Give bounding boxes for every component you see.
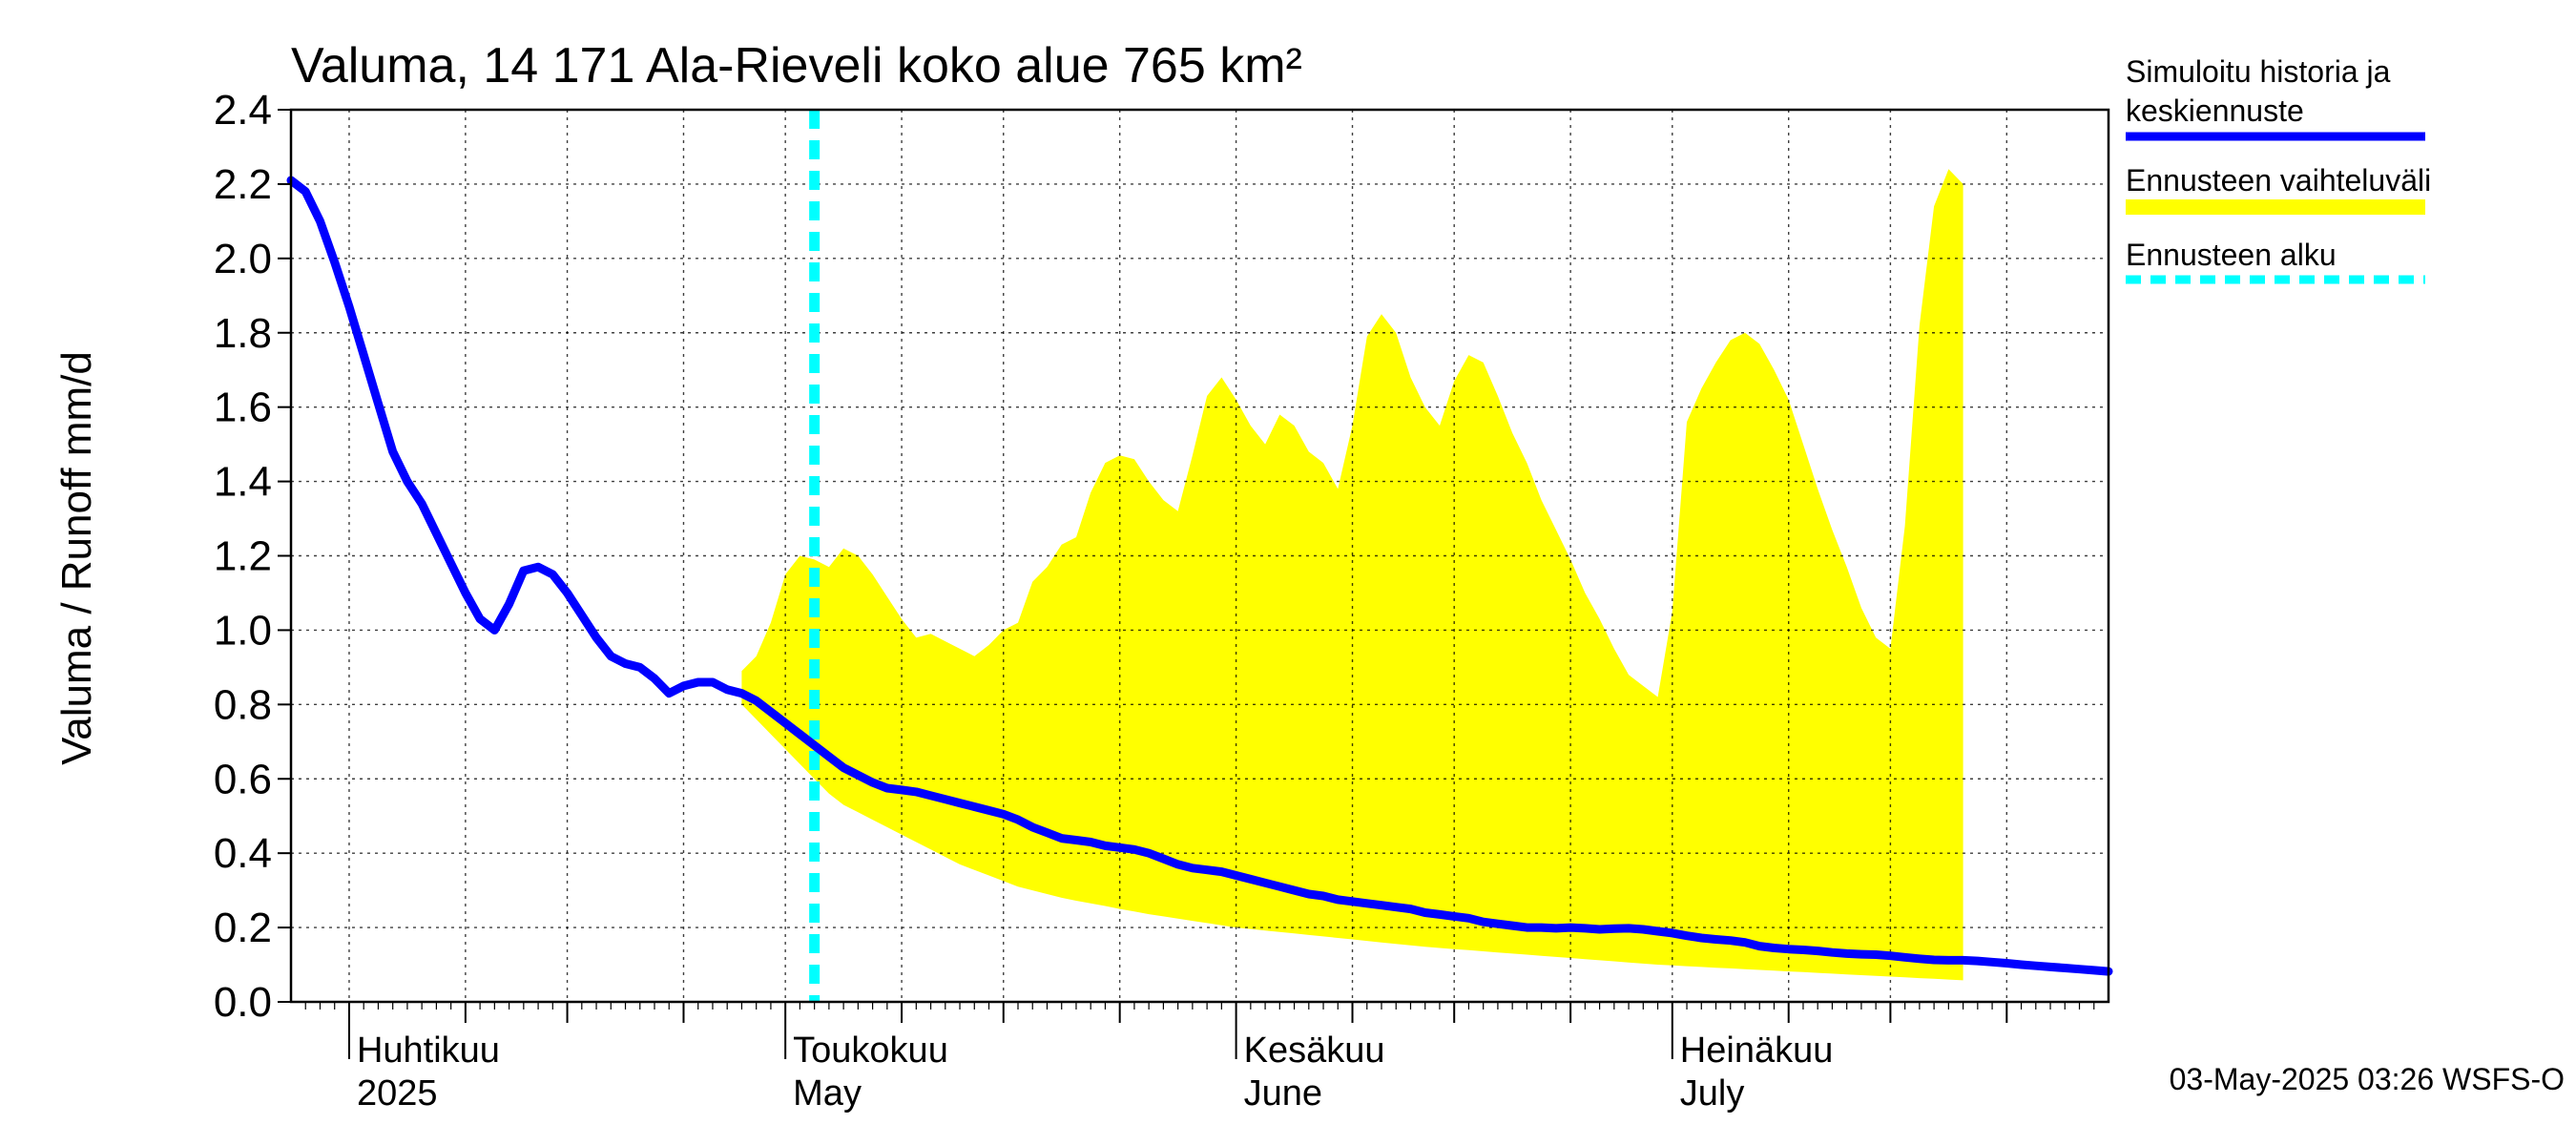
- month-label-fi: Heinäkuu: [1680, 1030, 1834, 1071]
- y-tick-labels: 0.0 0.2 0.4 0.6 0.8 1.0 1.2 1.4 1.6 1.8 2.0 2.2 2.4: [214, 87, 272, 1026]
- y-axis-label: Valuma / Runoff mm/d: [53, 351, 100, 765]
- series-layer: [286, 176, 2113, 976]
- chart-title: Valuma, 14 171 Ala-Rieveli koko alue 765…: [291, 38, 1302, 94]
- footer-timestamp: 03-May-2025 03:26 WSFS-O: [2170, 1062, 2565, 1096]
- y-tick-label: 0.8: [214, 681, 272, 728]
- month-label-fi: Huhtikuu: [357, 1030, 500, 1071]
- month-label-en: July: [1680, 1073, 1745, 1114]
- y-tick-label: 2.0: [214, 236, 272, 282]
- legend-label: keskiennuste: [2126, 94, 2304, 128]
- month-label-en: June: [1244, 1073, 1322, 1114]
- y-tick-label: 1.2: [214, 533, 272, 580]
- y-tick-label: 1.4: [214, 459, 272, 506]
- legend-label: Simuloitu historia ja: [2126, 54, 2391, 89]
- y-tick-label: 1.6: [214, 385, 272, 431]
- series-line-mean: [286, 176, 2113, 976]
- month-label-en: 2025: [357, 1073, 438, 1114]
- axes-layer: [278, 108, 2110, 1059]
- month-label-en: May: [793, 1073, 862, 1114]
- y-tick-label: 2.4: [214, 87, 272, 134]
- plot-frame: [289, 108, 2110, 1004]
- legend: Simuloitu historia ja keskiennuste Ennuste…: [2126, 54, 2431, 284]
- legend-label: Ennusteen vaihteluväli: [2126, 163, 2431, 198]
- y-tick-label: 1.0: [214, 607, 272, 654]
- legend-label: Ennusteen alku: [2126, 238, 2337, 272]
- y-tick-label: 0.0: [214, 979, 272, 1026]
- y-tick-label: 2.2: [214, 161, 272, 208]
- y-tick-label: 0.6: [214, 756, 272, 802]
- forecast-band-layer: [741, 169, 1963, 981]
- month-label-fi: Toukokuu: [793, 1030, 948, 1071]
- y-tick-label: 0.2: [214, 905, 272, 951]
- grid-layer: [291, 110, 2109, 1002]
- month-label-fi: Kesäkuu: [1244, 1030, 1385, 1071]
- y-tick-label: 1.8: [214, 310, 272, 357]
- forecast-range-band: [741, 169, 1963, 981]
- y-tick-label: 0.4: [214, 830, 272, 877]
